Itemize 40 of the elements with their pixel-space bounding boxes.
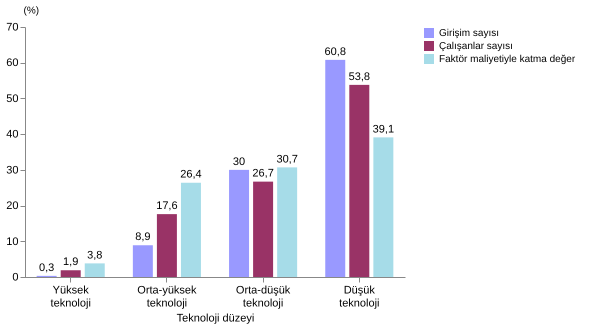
y-tick-label: 50 (6, 92, 18, 105)
data-label: 30,7 (276, 153, 298, 166)
y-tick-label: 60 (6, 57, 18, 70)
bar (156, 214, 177, 277)
bar (325, 60, 346, 277)
y-tick-label: 30 (6, 164, 18, 176)
y-tick-label: 0 (12, 272, 18, 284)
bar (132, 245, 153, 277)
data-label: 17,6 (156, 200, 178, 212)
bar (349, 84, 370, 277)
bar (84, 263, 105, 277)
data-label: 0,3 (38, 262, 54, 274)
data-label: 1,9 (63, 256, 78, 268)
y-tick-label: 10 (6, 236, 18, 248)
data-label: 26,4 (180, 168, 202, 181)
data-label: 3,8 (87, 249, 102, 262)
y-tick-label: 40 (6, 128, 18, 141)
data-label: 26,7 (252, 168, 274, 180)
x-tick-label: Düşük teknoloji (339, 284, 380, 310)
y-tick-label: 20 (6, 200, 18, 212)
y-axis-title: (%) (24, 6, 40, 16)
x-tick-label: Orta-yüksek teknoloji (137, 284, 198, 310)
bar (180, 182, 201, 277)
data-label: 60,8 (324, 46, 346, 58)
x-tick-label: Yüksek teknoloji (50, 284, 91, 310)
data-label: 53,8 (348, 70, 370, 83)
data-label: 30 (232, 156, 246, 168)
bar (277, 167, 298, 277)
data-label: 39,1 (372, 123, 394, 136)
x-tick-label: Orta-düşük teknoloji (236, 284, 291, 310)
data-label: 8,9 (135, 231, 150, 244)
bar (373, 137, 394, 277)
x-axis-title: Teknoloji düzeyi (176, 312, 254, 324)
legend-label: Girişim sayısı (439, 28, 499, 39)
bar (60, 270, 81, 277)
legend-label: Çalışanlar sayısı (439, 41, 513, 52)
y-tick-label: 70 (6, 22, 18, 34)
bar (253, 182, 274, 277)
legend-label: Faktör maliyetiyle katma değer (439, 54, 576, 65)
bar (229, 170, 250, 277)
